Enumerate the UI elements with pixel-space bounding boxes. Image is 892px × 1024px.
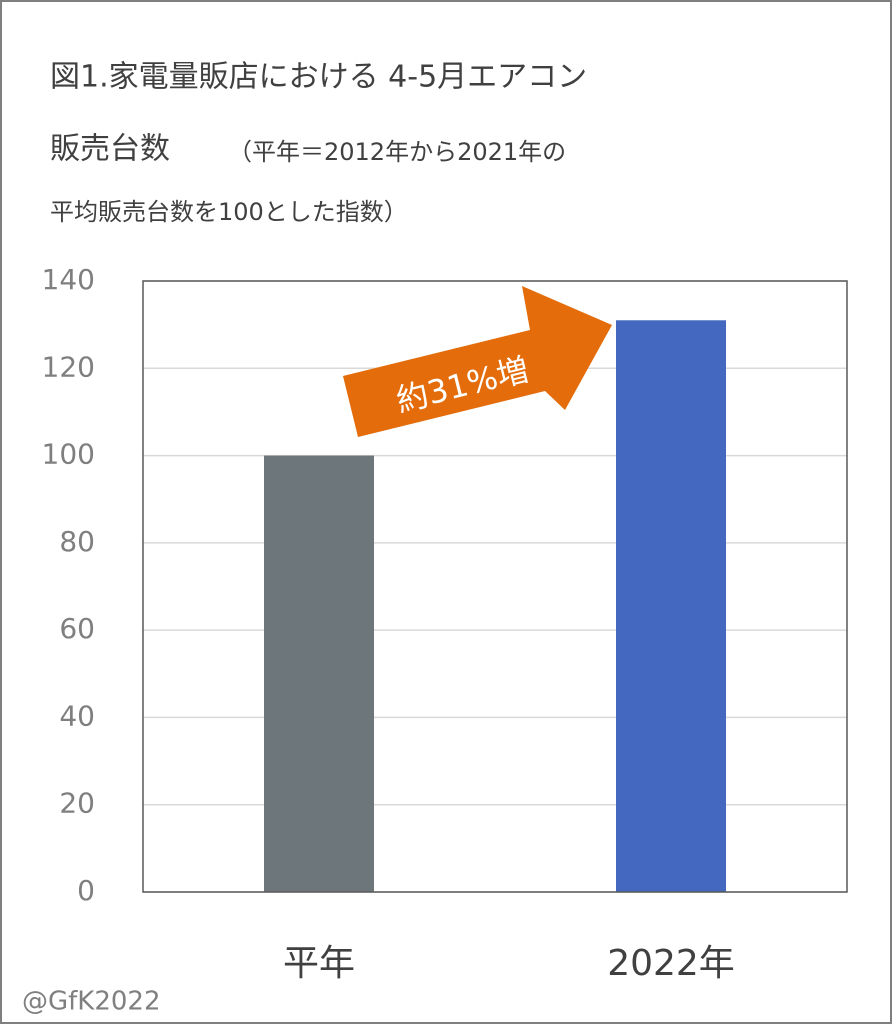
y-tick-label: 0 xyxy=(77,874,95,907)
x-tick-label: 平年 xyxy=(283,943,355,984)
plot-border xyxy=(142,280,848,893)
y-tick-label: 80 xyxy=(59,525,95,558)
chart-subtitle: （平年＝2012年から2021年の xyxy=(228,138,566,166)
credit: @GfK2022 xyxy=(22,987,161,1017)
bar xyxy=(616,320,726,892)
y-tick-label: 20 xyxy=(59,787,95,820)
y-tick-label: 120 xyxy=(42,350,95,383)
y-tick-label: 40 xyxy=(59,699,95,732)
chart-title: 図1.家電量販店における 4-5月エアコン xyxy=(50,60,587,95)
x-tick-label: 2022年 xyxy=(607,943,735,984)
chart-subtitle: 平均販売台数を100とした指数） xyxy=(50,198,408,226)
arrow xyxy=(343,286,612,437)
bar xyxy=(264,455,374,892)
y-tick-label: 100 xyxy=(42,438,95,471)
y-tick-label: 140 xyxy=(42,263,95,296)
chart-title: 販売台数 xyxy=(50,132,170,167)
plot: 0 20 40 60 80 100 120 140 平年 2022年 xyxy=(42,263,847,984)
y-tick-label: 60 xyxy=(59,612,95,645)
